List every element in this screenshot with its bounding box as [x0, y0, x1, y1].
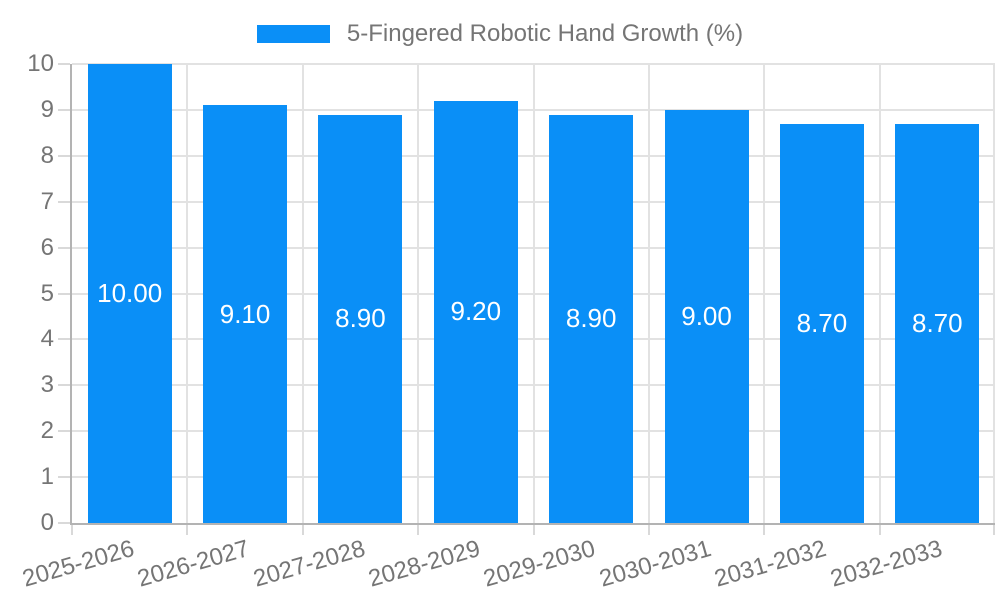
x-axis-tick-label: 2025-2026 [19, 535, 138, 593]
x-tick [186, 525, 189, 535]
legend-label: 5-Fingered Robotic Hand Growth (%) [346, 20, 744, 47]
x-axis-tick-label: 2028-2029 [365, 535, 484, 593]
y-tick [58, 384, 70, 387]
y-tick [58, 154, 70, 157]
x-gridline [532, 64, 535, 523]
x-axis-tick-label: 2029-2030 [480, 535, 599, 593]
y-tick [58, 522, 70, 524]
x-tick [878, 525, 881, 535]
y-tick [58, 292, 70, 295]
y-tick [58, 246, 70, 249]
bar-value-label: 9.00 [681, 300, 732, 331]
bar[interactable]: 8.70 [779, 123, 864, 523]
bar-value-label: 8.90 [335, 303, 386, 334]
x-gridline [417, 64, 420, 523]
y-axis-tick-label: 3 [40, 371, 54, 399]
bar[interactable]: 8.70 [895, 123, 980, 523]
y-tick [58, 63, 70, 65]
x-axis-tick-label: 2032-2033 [826, 535, 945, 593]
y-tick [58, 430, 70, 433]
y-axis-tick-label: 1 [40, 463, 54, 491]
x-gridline [878, 64, 881, 523]
bar-value-label: 10.00 [97, 278, 163, 308]
x-tick [71, 525, 73, 535]
y-tick [58, 108, 70, 111]
y-axis-tick-label: 6 [40, 233, 54, 261]
x-tick [647, 525, 650, 535]
y-axis-tick-label: 0 [40, 509, 54, 536]
chart-legend[interactable]: 5-Fingered Robotic Hand Growth (%) [0, 20, 1000, 48]
bar-value-label: 8.70 [912, 307, 963, 338]
y-axis-tick-label: 7 [40, 187, 54, 215]
plot-area: 10.00 9.10 8.90 9.20 8.90 9.00 8.70 8.70 [58, 63, 995, 535]
x-tick [763, 525, 766, 535]
bar-value-label: 8.70 [796, 307, 848, 338]
bar-value-label: 9.20 [450, 296, 502, 327]
x-tick [301, 525, 304, 535]
x-tick [417, 525, 420, 535]
bar[interactable]: 10.00 [87, 64, 172, 523]
bar[interactable]: 9.20 [433, 100, 518, 523]
x-gridline [763, 64, 766, 523]
x-axis-tick-label: 2031-2032 [711, 535, 830, 593]
bar[interactable]: 8.90 [549, 114, 634, 523]
y-axis-tick-label: 9 [40, 95, 54, 123]
x-axis-tick-label: 2026-2027 [134, 535, 253, 593]
y-axis-tick-label: 10 [27, 50, 54, 77]
y-axis: 0 1 2 3 4 5 6 7 8 9 10 [0, 50, 54, 536]
x-tick [532, 525, 535, 535]
x-gridline [186, 64, 189, 523]
x-axis: 2025-2026 2026-2027 2027-2028 2028-2029 2029… [19, 535, 995, 600]
y-tick [58, 338, 70, 341]
x-axis-tick-label: 2027-2028 [250, 535, 368, 593]
bar-value-label: 9.10 [219, 298, 271, 329]
y-tick [58, 200, 70, 203]
y-axis-tick-label: 4 [40, 325, 54, 353]
y-axis-tick-label: 5 [40, 279, 54, 307]
bar[interactable]: 8.90 [318, 114, 403, 523]
y-tick [58, 476, 70, 479]
y-axis-tick-label: 8 [40, 141, 54, 169]
y-axis-tick-label: 2 [40, 417, 54, 445]
x-gridline [301, 64, 304, 523]
bar[interactable]: 9.00 [664, 109, 749, 523]
bar-value-label: 8.90 [565, 303, 617, 334]
x-axis-tick-label: 2030-2031 [596, 535, 715, 593]
legend-swatch [256, 25, 330, 43]
x-gridline [647, 64, 650, 523]
x-gridline [993, 64, 995, 523]
bar[interactable]: 9.10 [203, 105, 288, 523]
x-tick [993, 525, 995, 535]
